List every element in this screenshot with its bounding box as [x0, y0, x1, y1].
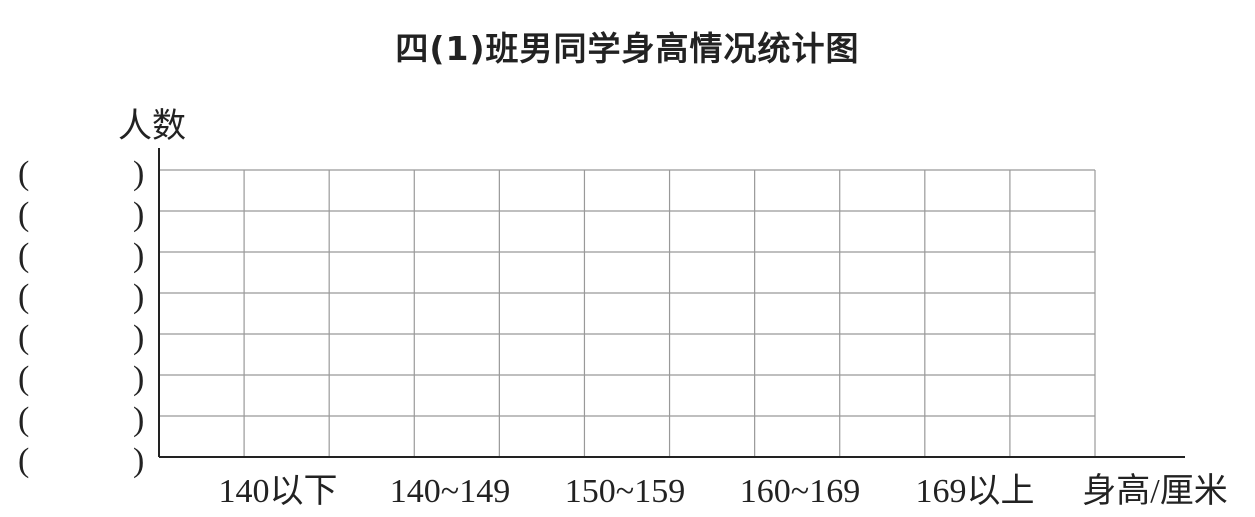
- y-tick-blank-right-paren: ): [133, 442, 144, 479]
- x-axis-label: 身高/厘米: [1082, 472, 1227, 510]
- y-tick-blank-left-paren: (: [18, 360, 29, 397]
- y-tick-blank-right-paren: ): [133, 196, 144, 233]
- y-tick-blank-left-paren: (: [18, 442, 29, 479]
- chart-title: 四(1)班男同学身高情况统计图: [395, 29, 860, 68]
- y-tick-blank-left-paren: (: [18, 319, 29, 356]
- x-tick-label: 140~149: [390, 473, 510, 510]
- y-tick-blank-left-paren: (: [18, 155, 29, 192]
- y-tick-blank-left-paren: (: [18, 237, 29, 274]
- x-tick-label: 150~159: [565, 473, 685, 510]
- y-tick-blank-right-paren: ): [133, 278, 144, 315]
- y-axis-label: 人数: [118, 107, 186, 145]
- y-tick-blank-left-paren: (: [18, 196, 29, 233]
- y-tick-blank-right-paren: ): [133, 155, 144, 192]
- x-tick-label: 160~169: [740, 473, 860, 510]
- x-tick-label: 140以下: [219, 473, 338, 510]
- y-tick-blank-left-paren: (: [18, 278, 29, 315]
- y-tick-blank-right-paren: ): [133, 237, 144, 274]
- y-tick-blank-right-paren: ): [133, 319, 144, 356]
- y-tick-blank-left-paren: (: [18, 401, 29, 438]
- y-tick-blank-right-paren: ): [133, 360, 144, 397]
- y-tick-blank-right-paren: ): [133, 401, 144, 438]
- x-tick-label: 169以上: [916, 473, 1035, 510]
